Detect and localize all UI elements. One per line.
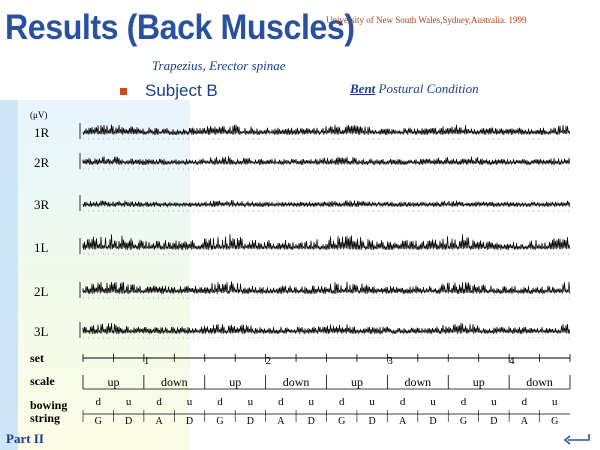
string-D: D <box>186 416 193 427</box>
slide-title: Results (Back Muscles) <box>5 8 355 47</box>
set-number-4: 4 <box>509 355 515 367</box>
set-number-3: 3 <box>387 355 393 367</box>
channel-label-1L: 1L <box>34 240 49 255</box>
emg-trace-2R <box>82 156 571 166</box>
bowing-u: u <box>126 396 132 408</box>
unit-label: (μV) <box>30 110 47 120</box>
bowing-u: u <box>248 396 254 408</box>
bowing-d: d <box>95 396 101 408</box>
string-A: A <box>155 416 163 427</box>
string-A: A <box>277 416 285 427</box>
channel-label-1R: 1R <box>34 125 50 140</box>
condition-label: Bent Postural Condition <box>350 81 479 97</box>
scale-value-down: down <box>404 375 431 389</box>
part-label: Part II <box>6 431 44 446</box>
string-A: A <box>399 416 407 427</box>
scale-value-up: up <box>107 375 119 389</box>
bullet-square <box>120 88 127 95</box>
emg-trace-1L <box>82 234 571 251</box>
bowing-d: d <box>461 396 467 408</box>
bowing-u: u <box>187 396 193 408</box>
background-stripe <box>0 100 18 450</box>
bowing-u: u <box>552 396 558 408</box>
bowing-d: d <box>278 396 284 408</box>
bowing-u: u <box>491 396 497 408</box>
row-label-string: string <box>30 411 60 425</box>
bowing-d: d <box>339 396 345 408</box>
set-number-1: 1 <box>144 355 150 367</box>
string-G: G <box>216 416 223 427</box>
scale-value-down: down <box>283 375 310 389</box>
string-G: G <box>551 416 558 427</box>
string-D: D <box>308 416 315 427</box>
scale-value-down: down <box>526 375 553 389</box>
string-D: D <box>490 416 497 427</box>
row-label-bowing: bowing <box>30 398 67 412</box>
string-D: D <box>429 416 436 427</box>
scale-value-up: up <box>229 375 241 389</box>
string-A: A <box>521 416 529 427</box>
scale-value-up: up <box>473 375 485 389</box>
bowing-u: u <box>309 396 315 408</box>
background-gradient <box>0 100 190 450</box>
emg-trace-3L <box>82 322 571 335</box>
bowing-d: d <box>400 396 406 408</box>
muscle-subtitle: Trapezius, Erector spinae <box>152 58 286 73</box>
channel-label-2R: 2R <box>34 155 50 170</box>
emg-trace-1R <box>82 124 571 136</box>
condition-bent: Bent <box>350 81 376 96</box>
string-G: G <box>460 416 467 427</box>
set-number-2: 2 <box>266 355 272 367</box>
university-credit: University of New South Wales,Sydney,Aus… <box>326 15 527 25</box>
bowing-u: u <box>430 396 436 408</box>
scale-value-down: down <box>161 375 188 389</box>
row-label-scale: scale <box>30 374 55 388</box>
channel-label-2L: 2L <box>34 284 49 299</box>
bowing-d: d <box>156 396 162 408</box>
string-G: G <box>338 416 345 427</box>
string-D: D <box>125 416 132 427</box>
channel-label-3L: 3L <box>34 324 49 339</box>
condition-rest: Postural Condition <box>375 81 479 96</box>
string-D: D <box>369 416 376 427</box>
scale-value-up: up <box>351 375 363 389</box>
subject-label: Subject B <box>145 81 218 100</box>
return-arrow-icon[interactable] <box>562 432 592 446</box>
bowing-d: d <box>217 396 223 408</box>
emg-trace-2L <box>82 281 571 295</box>
channel-label-3R: 3R <box>34 197 50 212</box>
row-label-set: set <box>30 351 44 365</box>
string-G: G <box>95 416 102 427</box>
bowing-d: d <box>522 396 528 408</box>
bowing-u: u <box>369 396 375 408</box>
string-D: D <box>247 416 254 427</box>
emg-trace-3R <box>82 200 571 208</box>
